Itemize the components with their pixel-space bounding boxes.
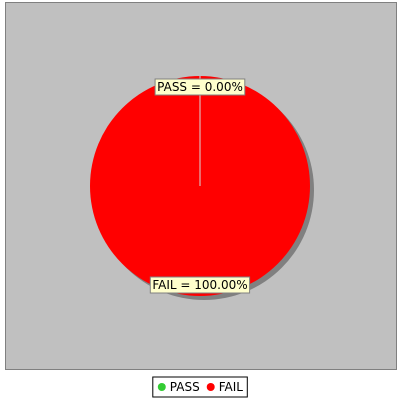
slice-label-fail: FAIL = 100.00% [149,276,251,294]
legend-marker-fail [206,383,215,391]
slice-label-box-fail [149,276,251,294]
slices-layer [90,76,314,300]
slice-label-text-fail: FAIL = 100.00% [152,278,247,292]
slice-label-box-pass [154,78,246,96]
legend-frame [152,376,248,398]
legend: PASS FAIL [152,376,248,398]
legend-label-fail: FAIL [219,380,244,394]
legend-marker-pass [157,383,166,391]
labels-layer: PASS = 0.00% FAIL = 100.00% [149,78,251,294]
legend-label-pass: PASS [170,380,200,394]
slice-label-text-pass: PASS = 0.00% [157,80,243,94]
slice-label-pass: PASS = 0.00% [154,78,246,96]
